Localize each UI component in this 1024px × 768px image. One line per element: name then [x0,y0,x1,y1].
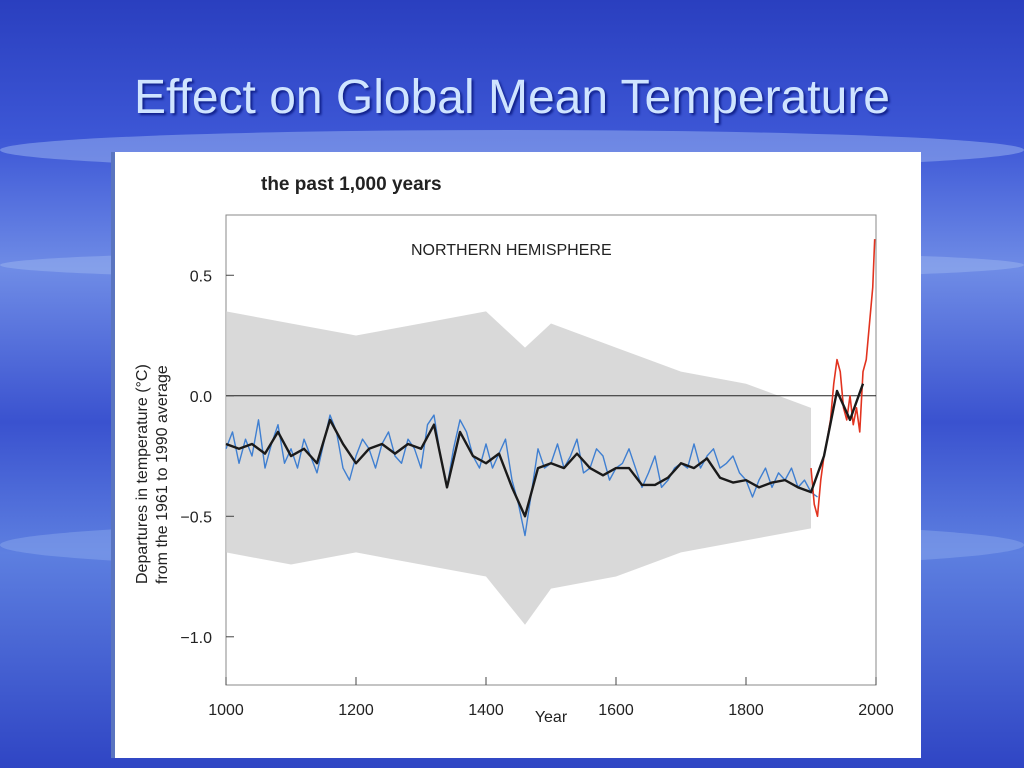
x-tick-label: 1200 [338,702,374,719]
uncertainty-band [226,311,811,625]
y-tick-label: 0.0 [190,389,212,406]
x-tick-label: 1800 [728,702,764,719]
y-axis-label-group: Departures in temperature (°C) from the … [134,364,171,584]
x-tick-label: 1600 [598,702,634,719]
y-axis-label-line2: from the 1961 to 1990 average [154,365,171,584]
series-line-3 [225,383,865,518]
figure-panel: the past 1,000 years NORTHERN HEMISPHERE… [111,152,921,758]
x-tick-label: 1000 [208,702,244,719]
uncertainty-band-layer [226,311,811,625]
x-tick-label: 1400 [468,702,504,719]
y-tick-label: −0.5 [180,509,212,526]
y-tick-label: 0.5 [190,268,212,285]
y-axis-label: Departures in temperature (°C) [134,364,151,584]
slide-title: Effect on Global Mean Temperature [134,71,890,124]
series-layer [225,239,876,537]
x-axis-label: Year [535,709,568,726]
x-tick-label: 2000 [858,702,894,719]
tick-layer: 1000 1200 1400 1600 1800 2000 0.5 0.0 −0.5 −1.0 [180,268,893,719]
chart-subtitle: NORTHERN HEMISPHERE [411,242,612,259]
y-tick-label: −1.0 [180,630,212,647]
series-line-2 [810,239,876,518]
temperature-chart: the past 1,000 years NORTHERN HEMISPHERE… [111,152,894,758]
panel-left-border [111,152,115,758]
chart-title: the past 1,000 years [261,174,442,195]
